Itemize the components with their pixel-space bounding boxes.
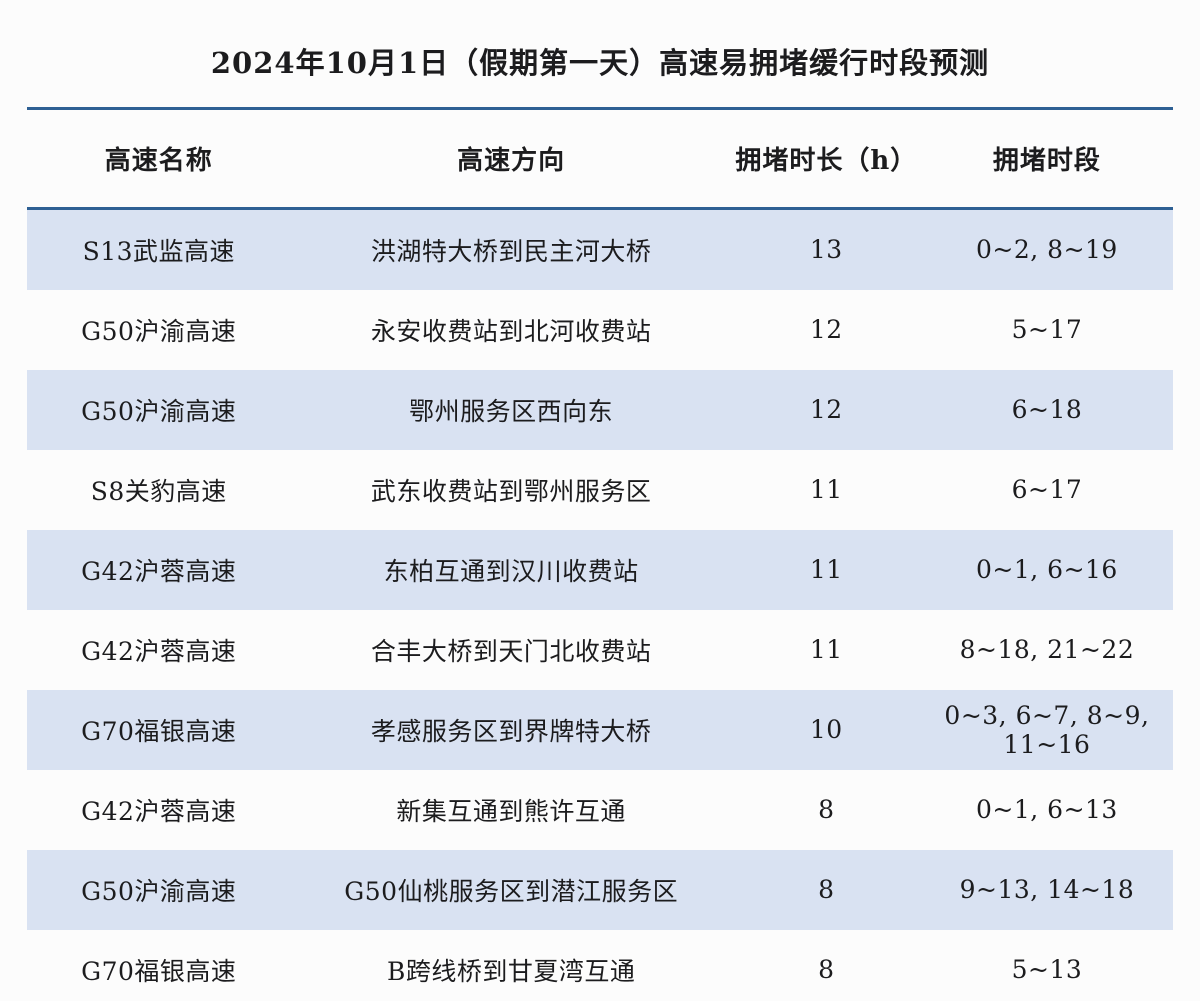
cell-duration: 11 xyxy=(809,555,843,585)
cell-name: G42沪蓉高速 xyxy=(81,636,237,666)
table-row: S13武监高速 洪湖特大桥到民主河大桥 13 0~2, 8~19 xyxy=(27,208,1173,290)
cell-period: 0~3, 6~7, 8~9, 11~16 xyxy=(944,700,1150,759)
cell-duration: 8 xyxy=(731,929,921,1001)
cell-duration: 11 xyxy=(809,635,843,665)
cell-period: 6~17 xyxy=(1011,475,1083,505)
cell-direction: 鄂州服务区西向东 xyxy=(409,396,614,426)
cell-name: G70福银高速 xyxy=(27,929,291,1001)
cell-duration: 8 xyxy=(818,875,835,905)
cell-name: G70福银高速 xyxy=(81,716,237,746)
cell-direction: 东柏互通到汉川收费站 xyxy=(383,556,639,586)
cell-name: S8关豹高速 xyxy=(90,476,227,506)
col-header-congestion-period: 拥堵时段 xyxy=(920,106,1173,210)
cell-direction: G50仙桃服务区到潜江服务区 xyxy=(344,876,679,906)
cell-period: 8~18, 21~22 xyxy=(959,635,1135,665)
cell-name: G50沪渝高速 xyxy=(81,876,237,906)
cell-period: 0~1, 6~16 xyxy=(976,555,1118,585)
table-row: G50沪渝高速 永安收费站到北河收费站 12 5~17 xyxy=(27,290,1173,370)
table-row: G50沪渝高速 G50仙桃服务区到潜江服务区 8 9~13, 14~18 xyxy=(27,849,1173,930)
table-row: S8关豹高速 武东收费站到鄂州服务区 11 6~17 xyxy=(27,450,1173,530)
cell-period: 0~1, 6~13 xyxy=(976,795,1118,825)
table-row: G42沪蓉高速 新集互通到熊许互通 8 0~1, 6~13 xyxy=(27,770,1173,850)
col-header-highway-name: 高速名称 xyxy=(27,106,291,210)
cell-direction: 新集互通到熊许互通 xyxy=(396,796,626,826)
cell-direction: 永安收费站到北河收费站 xyxy=(370,316,652,346)
header-row: 高速名称 高速方向 拥堵时长（h） 拥堵时段 xyxy=(27,106,1173,210)
cell-name: G50沪渝高速 xyxy=(81,316,237,346)
cell-direction: 武东收费站到鄂州服务区 xyxy=(370,476,652,506)
cell-direction: 合丰大桥到天门北收费站 xyxy=(370,636,652,666)
cell-duration: 10 xyxy=(809,715,843,745)
cell-period: 5~17 xyxy=(1011,315,1083,345)
table-row: G42沪蓉高速 合丰大桥到天门北收费站 11 8~18, 21~22 xyxy=(27,610,1173,690)
cell-name: G50沪渝高速 xyxy=(81,396,237,426)
table-row: G50沪渝高速 鄂州服务区西向东 12 6~18 xyxy=(27,369,1173,450)
table-row: G70福银高速 孝感服务区到界牌特大桥 10 0~3, 6~7, 8~9, 11~16 xyxy=(27,689,1173,770)
table-row: G70福银高速 B跨线桥到甘夏湾互通 8 5~13 xyxy=(27,929,1173,1001)
cell-period: 0~2, 8~19 xyxy=(976,235,1118,265)
table-header: 高速名称 高速方向 拥堵时长（h） 拥堵时段 xyxy=(27,106,1173,210)
cell-duration: 11 xyxy=(809,475,843,505)
cell-name: G42沪蓉高速 xyxy=(81,796,237,826)
cell-name: G42沪蓉高速 xyxy=(81,556,237,586)
col-header-highway-direction: 高速方向 xyxy=(290,106,732,210)
cell-period: 5~13 xyxy=(920,929,1173,1001)
cell-name: S13武监高速 xyxy=(82,236,236,266)
col-header-congestion-duration: 拥堵时长（h） xyxy=(731,106,921,210)
congestion-forecast-table: 高速名称 高速方向 拥堵时长（h） 拥堵时段 S13武监高速 洪湖特大桥到民主河大… xyxy=(27,106,1173,1001)
table-body: S13武监高速 洪湖特大桥到民主河大桥 13 0~2, 8~19 G50沪渝高速 永安收费… xyxy=(27,208,1173,1001)
cell-duration: 8 xyxy=(818,795,835,825)
table-row: G42沪蓉高速 东柏互通到汉川收费站 11 0~1, 6~16 xyxy=(27,529,1173,610)
cell-duration: 12 xyxy=(809,315,843,345)
cell-duration: 12 xyxy=(809,395,843,425)
cell-direction: B跨线桥到甘夏湾互通 xyxy=(290,929,732,1001)
cell-duration: 13 xyxy=(809,235,843,265)
page-title: 2024年10月1日（假期第一天）高速易拥堵缓行时段预测 xyxy=(210,46,990,80)
cell-direction: 洪湖特大桥到民主河大桥 xyxy=(370,236,652,266)
cell-direction: 孝感服务区到界牌特大桥 xyxy=(370,716,652,746)
cell-period: 9~13, 14~18 xyxy=(959,875,1135,905)
cell-period: 6~18 xyxy=(1011,395,1083,425)
